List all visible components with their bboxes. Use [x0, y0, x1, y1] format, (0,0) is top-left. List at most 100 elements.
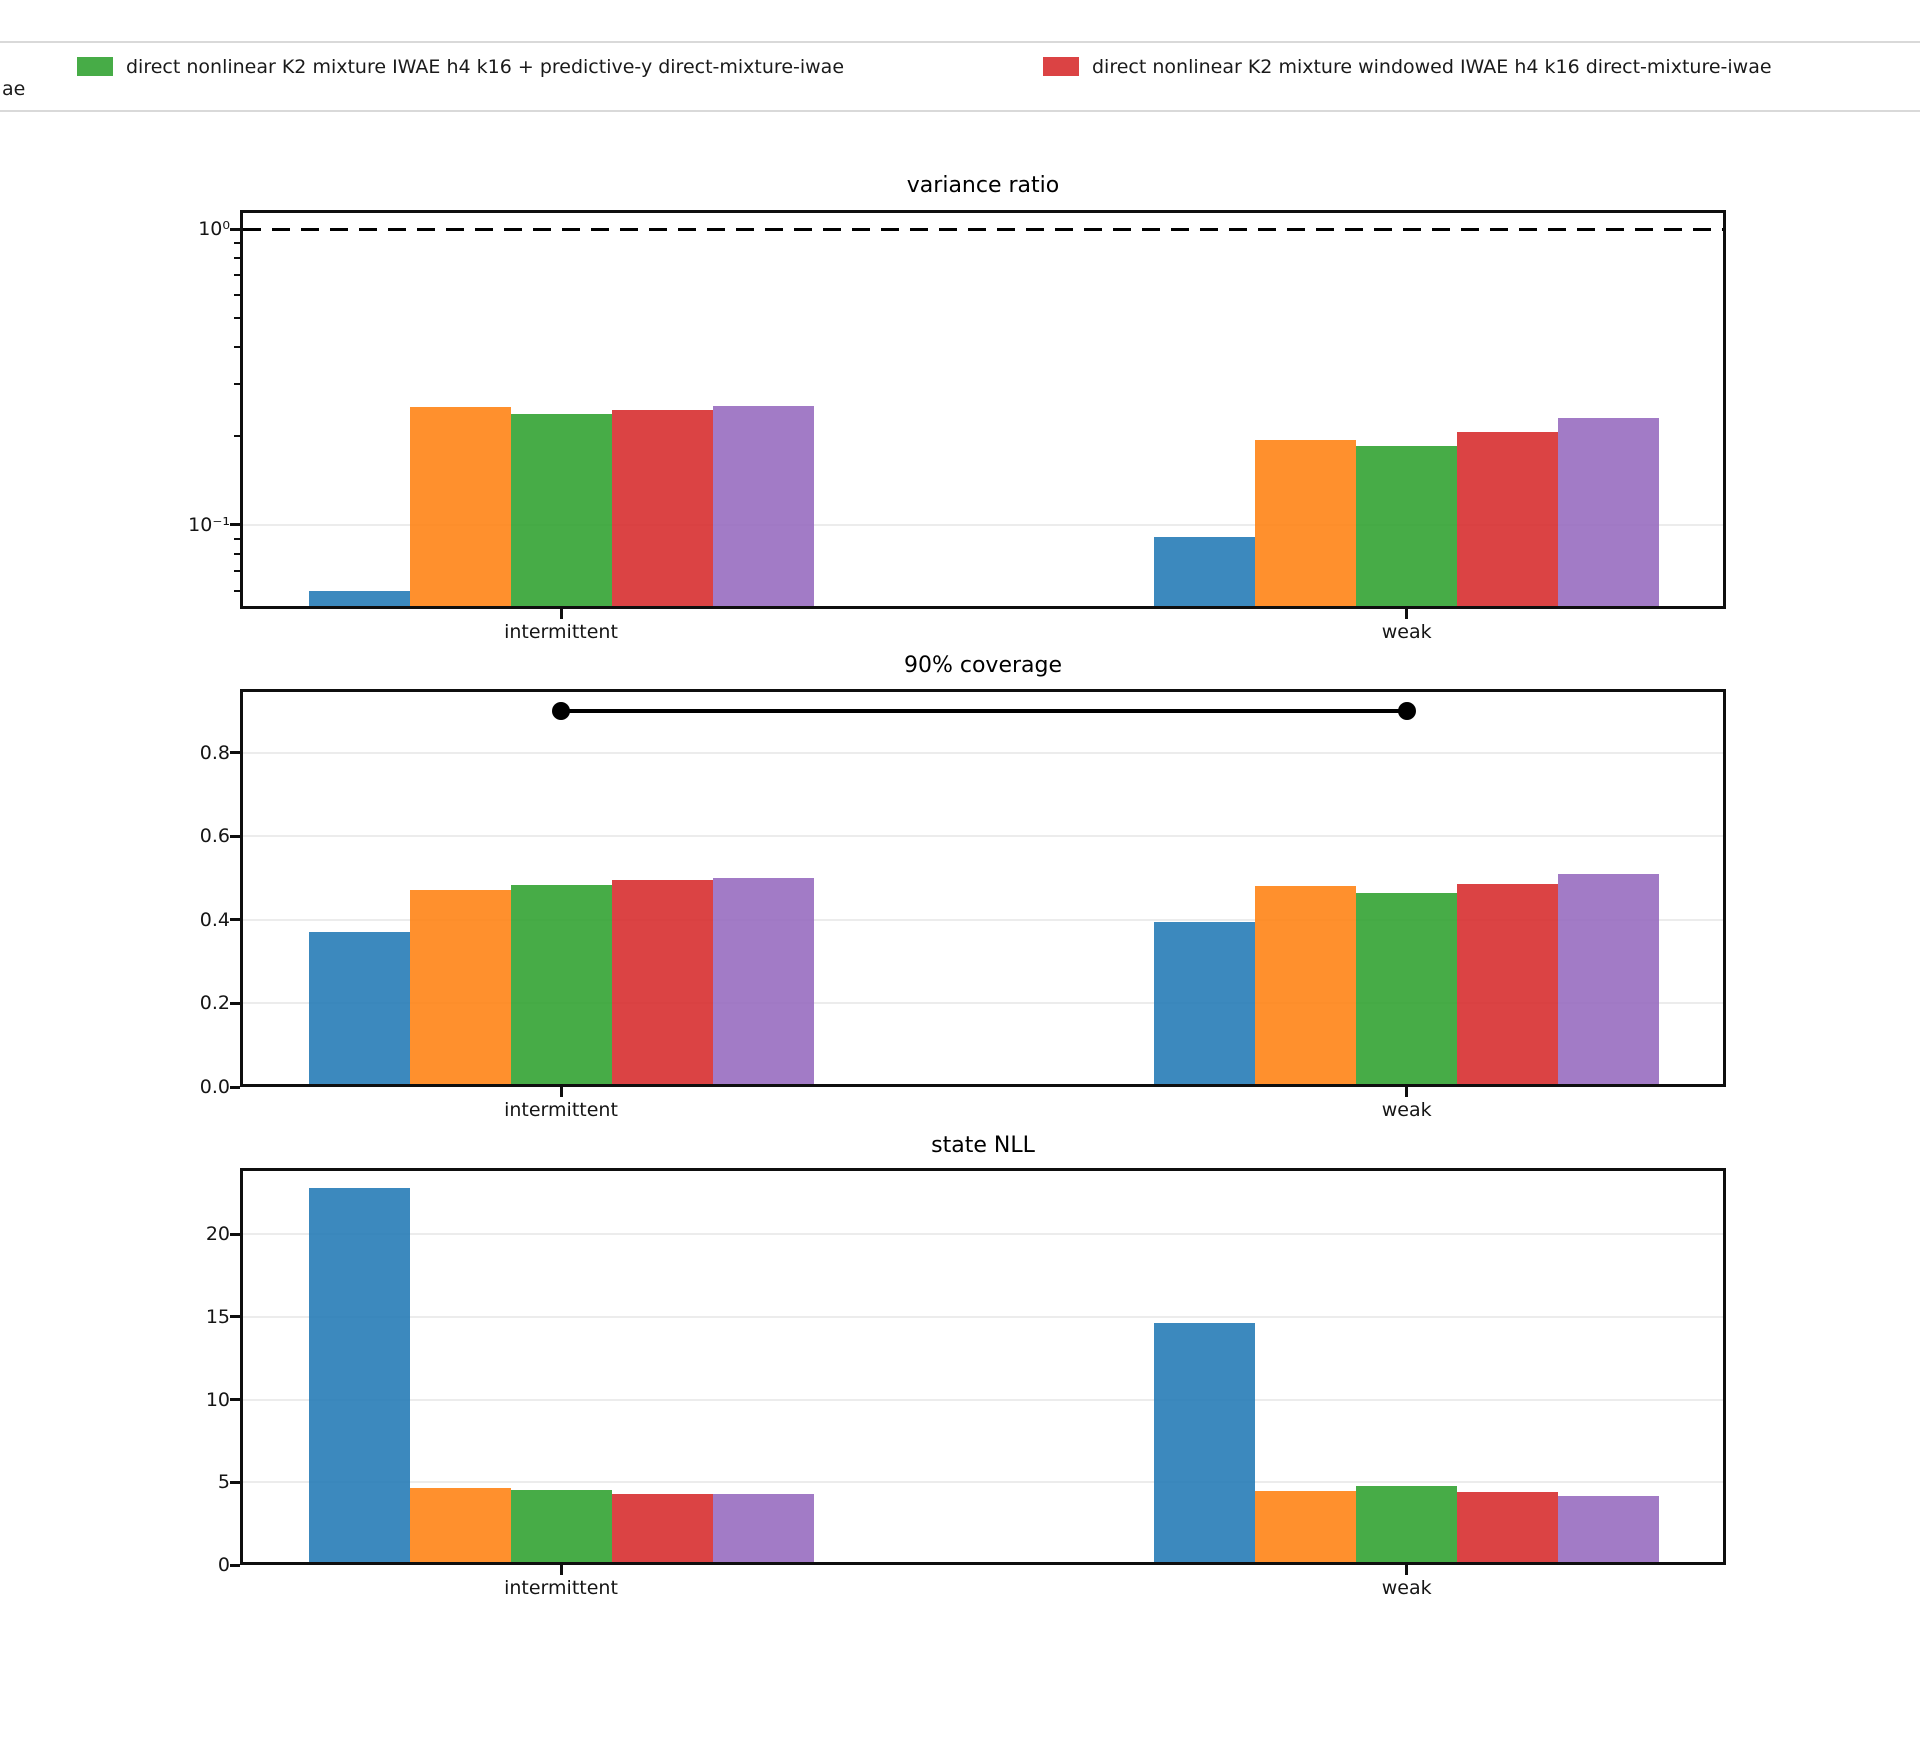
y-axis-tick-label: 10⁻¹	[188, 513, 230, 536]
plot-area	[240, 210, 1726, 609]
x-tick-mark	[559, 1565, 563, 1575]
grid-line	[240, 835, 1726, 838]
y-minor-tick-mark	[234, 382, 240, 385]
reference-dashed-line	[243, 228, 1723, 232]
y-tick-mark	[230, 918, 240, 922]
legend-label: direct nonlinear K2 mixture IWAE h4 k16 …	[126, 55, 845, 78]
chart-title: state NLL	[931, 1133, 1035, 1158]
chart-title: 90% coverage	[903, 653, 1063, 678]
bar	[1356, 892, 1458, 1087]
target-marker-left	[552, 702, 570, 721]
x-axis-category-label: weak	[1381, 621, 1432, 643]
bar	[1154, 922, 1256, 1087]
grid-line	[240, 751, 1726, 754]
y-minor-tick-mark	[234, 241, 240, 244]
bar	[510, 885, 612, 1087]
y-minor-tick-mark	[234, 552, 240, 555]
y-tick-mark	[230, 834, 240, 838]
grid-line	[240, 1315, 1726, 1318]
y-minor-tick-mark	[234, 434, 240, 437]
bar	[1457, 1491, 1559, 1565]
bar	[1154, 1323, 1256, 1565]
y-tick-mark	[230, 1085, 240, 1089]
bar	[308, 1187, 410, 1565]
bar	[308, 590, 410, 609]
y-tick-mark	[230, 1001, 240, 1005]
x-axis-category-label: intermittent	[504, 1577, 618, 1599]
y-axis-tick-label: 0.4	[199, 908, 230, 931]
y-minor-tick-mark	[234, 317, 240, 320]
y-axis-tick-label: 20	[205, 1223, 230, 1246]
bar	[712, 1494, 814, 1565]
x-axis-category-label: weak	[1381, 1099, 1432, 1121]
bar	[1255, 440, 1357, 609]
legend-swatch-green-icon	[77, 57, 113, 76]
bar	[308, 932, 410, 1087]
bar	[611, 880, 713, 1087]
legend-border-bottom	[0, 110, 1920, 112]
y-tick-mark	[230, 523, 240, 527]
bar	[712, 406, 814, 609]
y-axis-tick-label: 0.0	[199, 1076, 230, 1098]
legend-border-top	[0, 41, 1920, 43]
y-axis-tick-label: 0.2	[199, 992, 230, 1015]
grid-line	[240, 918, 1726, 921]
grid-line	[240, 1481, 1726, 1484]
bar	[1154, 537, 1256, 609]
x-tick-mark	[1405, 609, 1409, 619]
plot-area	[240, 1168, 1726, 1565]
bar	[510, 414, 612, 609]
coverage-target-line	[561, 709, 1407, 714]
y-tick-mark	[230, 1480, 240, 1484]
y-tick-mark	[230, 1315, 240, 1319]
x-tick-mark	[559, 609, 563, 619]
x-tick-mark	[1405, 1087, 1409, 1097]
legend-label: direct nonlinear K2 mixture windowed IWA…	[1092, 55, 1772, 78]
x-axis-category-label: intermittent	[504, 1099, 618, 1121]
bar	[1255, 1490, 1357, 1565]
grid-line	[240, 1002, 1726, 1005]
x-tick-mark	[559, 1087, 563, 1097]
y-tick-mark	[230, 1563, 240, 1567]
y-minor-tick-mark	[234, 569, 240, 572]
y-tick-mark	[230, 751, 240, 755]
bar	[1457, 884, 1559, 1087]
bar	[1356, 445, 1458, 609]
bar	[1255, 885, 1357, 1087]
bar	[1457, 432, 1559, 609]
y-axis-tick-label: 0.8	[199, 741, 230, 764]
bar	[409, 406, 511, 609]
legend-entry-red: direct nonlinear K2 mixture windowed IWA…	[1043, 54, 1772, 79]
y-axis-tick-label: 5	[217, 1471, 230, 1494]
y-axis-tick-label: 10⁰	[198, 218, 230, 241]
y-tick-mark	[230, 227, 240, 231]
y-minor-tick-mark	[234, 345, 240, 348]
bar	[1558, 1496, 1660, 1565]
y-axis-tick-label: 0	[217, 1554, 230, 1576]
grid-line	[240, 1398, 1726, 1401]
y-tick-mark	[230, 1398, 240, 1402]
chart-title: variance ratio	[906, 173, 1060, 198]
y-axis-tick-label: 10	[205, 1388, 230, 1411]
y-axis-tick-label: 0.6	[199, 825, 230, 848]
y-tick-mark	[230, 1232, 240, 1236]
bar	[1356, 1485, 1458, 1565]
legend-entry-green: direct nonlinear K2 mixture IWAE h4 k16 …	[77, 54, 844, 79]
y-minor-tick-mark	[234, 256, 240, 259]
bar	[712, 878, 814, 1087]
y-minor-tick-mark	[234, 293, 240, 296]
y-axis-tick-label: 15	[205, 1305, 230, 1328]
bar	[1558, 417, 1660, 609]
grid-line	[240, 1233, 1726, 1236]
target-marker-right	[1397, 702, 1416, 721]
y-minor-tick-mark	[234, 589, 240, 592]
x-tick-mark	[1405, 1565, 1409, 1575]
x-axis-category-label: weak	[1381, 1577, 1432, 1599]
legend-clipped-text: ae	[2, 78, 26, 100]
bar	[409, 1488, 511, 1565]
y-minor-tick-mark	[234, 273, 240, 276]
bar	[510, 1489, 612, 1565]
bar	[611, 409, 713, 609]
grid-line	[240, 523, 1726, 526]
